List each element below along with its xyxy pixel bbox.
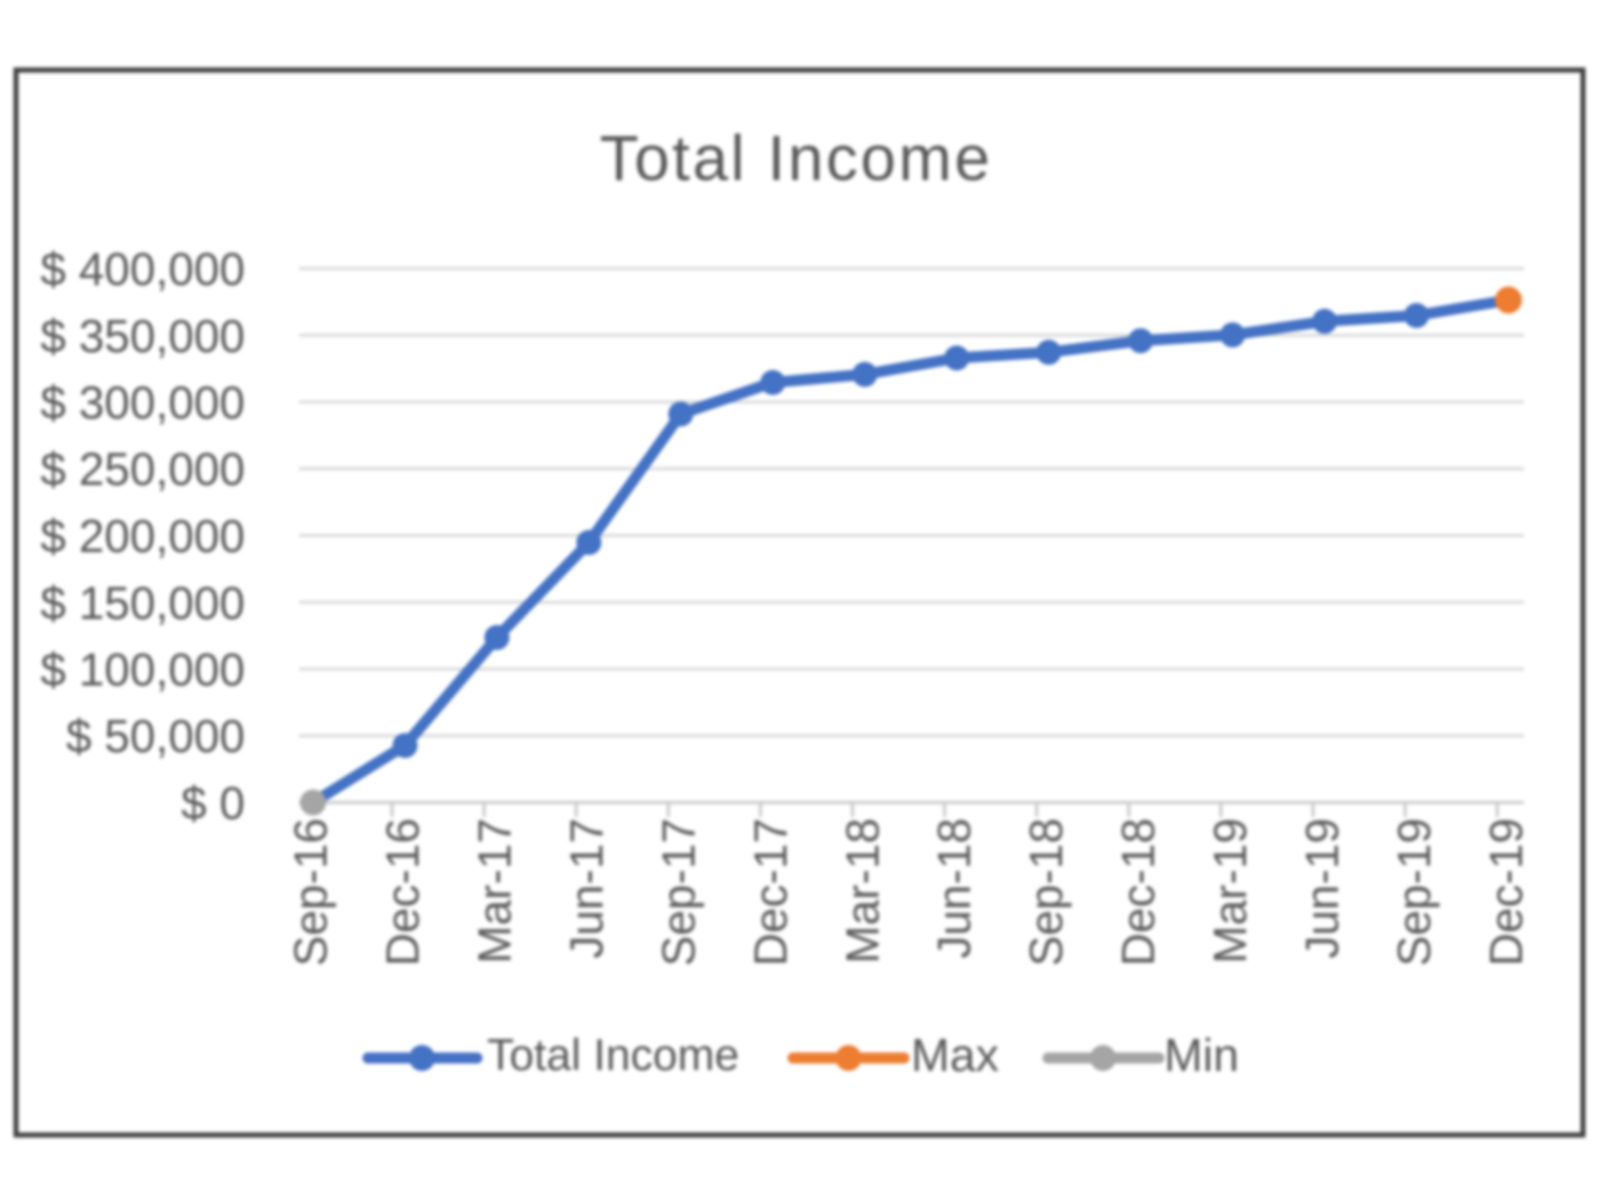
svg-text:Jun-18: Jun-18 [928,818,980,959]
svg-text:Mar-17: Mar-17 [468,818,520,964]
svg-text:$ 0: $ 0 [181,777,245,829]
svg-text:Jun-19: Jun-19 [1296,818,1348,959]
svg-text:Dec-16: Dec-16 [377,818,429,966]
svg-text:Jun-17: Jun-17 [560,818,612,959]
svg-text:$ 50,000: $ 50,000 [66,710,245,762]
svg-text:Dec-19: Dec-19 [1480,818,1532,966]
svg-text:Total Income: Total Income [600,122,993,194]
svg-text:Dec-18: Dec-18 [1112,818,1164,966]
svg-text:Max: Max [911,1029,999,1081]
svg-text:$ 400,000: $ 400,000 [40,243,245,295]
svg-text:$ 150,000: $ 150,000 [40,577,245,629]
svg-text:Min: Min [1164,1029,1239,1081]
svg-text:$ 100,000: $ 100,000 [40,644,245,696]
svg-text:Sep-16: Sep-16 [285,818,337,966]
svg-text:Dec-17: Dec-17 [744,818,796,966]
svg-text:Total Income: Total Income [487,1031,739,1080]
svg-text:$ 200,000: $ 200,000 [40,510,245,562]
svg-text:Sep-18: Sep-18 [1020,818,1072,966]
svg-text:Sep-17: Sep-17 [652,818,704,966]
svg-text:Sep-19: Sep-19 [1388,818,1440,966]
svg-text:$ 300,000: $ 300,000 [40,377,245,429]
svg-text:$ 250,000: $ 250,000 [40,443,245,495]
svg-text:Mar-19: Mar-19 [1204,818,1256,964]
svg-text:$ 350,000: $ 350,000 [40,310,245,362]
svg-text:Mar-18: Mar-18 [836,818,888,964]
